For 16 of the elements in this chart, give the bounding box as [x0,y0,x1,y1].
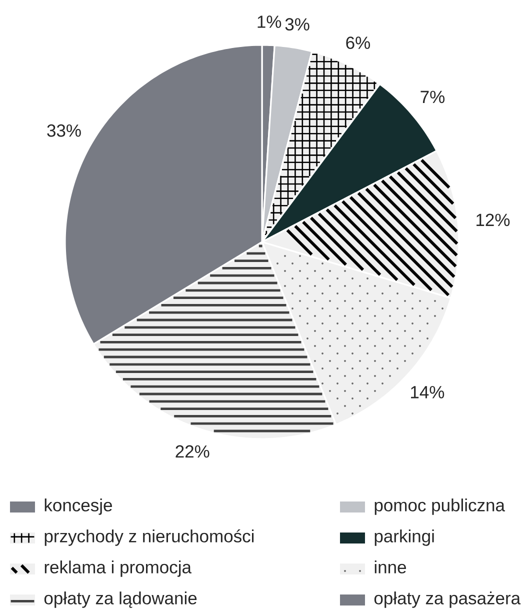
data-label: 14% [411,386,444,398]
legend-label: reklama i promocja [44,560,192,577]
legend-label: przychody z nieruchomości [44,529,254,546]
legend-label: inne [374,560,406,574]
legend-label: opłaty za lądowanie [44,592,197,608]
data-label: 3% [285,18,310,31]
legend-label: koncesje [44,498,112,515]
data-label: 22% [176,445,210,458]
data-label: 6% [346,36,370,49]
legend-label: parkingi [374,530,434,546]
data-label: 7% [420,90,445,104]
data-label: 12% [476,214,510,226]
data-label: 1% [258,16,282,28]
data-label: 33% [47,124,81,137]
legend-label: opłaty za pasażera [374,592,521,608]
legend-label: pomoc publiczna [374,498,505,515]
